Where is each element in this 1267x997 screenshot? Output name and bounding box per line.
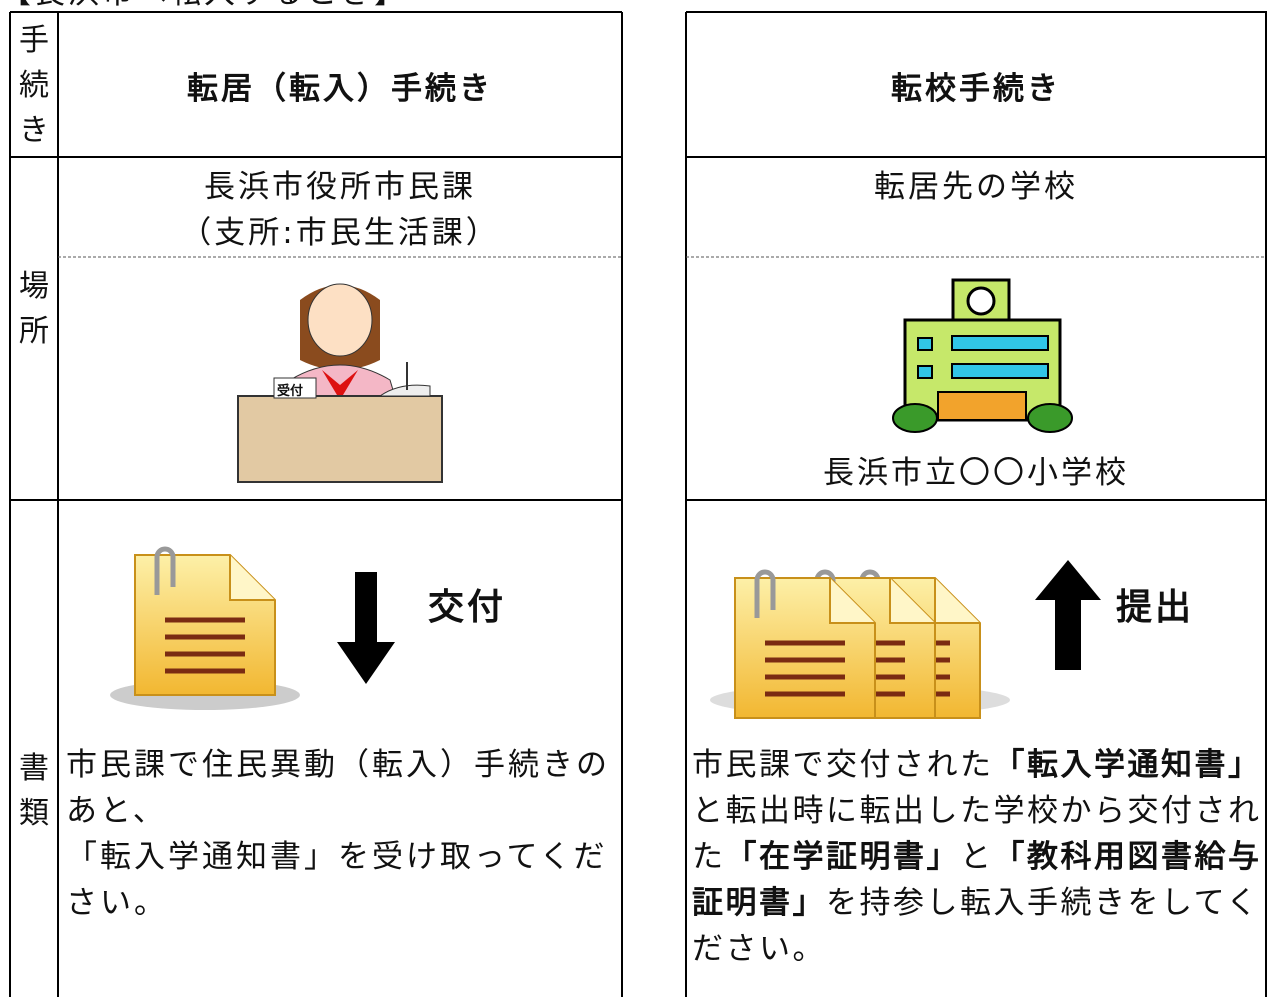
emphasis: 「在学証明書」: [725, 839, 960, 875]
text-run: と転出時に転出した学校から交付された: [692, 793, 1262, 875]
text-run: を持参し転入手続きをしてください。: [692, 885, 1260, 967]
receptionist-illustration: [237, 283, 443, 483]
emphasis: 「転入学通知書」: [993, 747, 1262, 783]
document-icons: [710, 572, 1010, 718]
arrow-up: [1035, 560, 1101, 670]
paragraph: 市民課で住民異動（転入）手続きのあと、: [66, 747, 610, 829]
page-title: 【長浜市へ転入するとき】: [0, 0, 408, 16]
school-name: 長浜市立〇〇小学校: [823, 455, 1129, 491]
table-borders: [9, 11, 1267, 997]
arrow-down: [337, 572, 395, 684]
text-run: 市民課で交付された: [692, 747, 994, 783]
paragraph: 「転入学通知書」を受け取ってください。: [66, 839, 608, 921]
document-text: 市民課で住民異動（転入）手続きのあと、 「転入学通知書」を受け取ってください。: [66, 742, 616, 926]
place-text: （支所:市民生活課）: [180, 215, 500, 251]
school-illustration: [892, 278, 1073, 433]
arrow-label: 交付: [428, 587, 507, 628]
column-header: 転居（転入）手続き: [187, 71, 493, 107]
emphasis: 「教科用図書給与証明書」: [692, 839, 1262, 921]
row-label: 手続き: [19, 23, 49, 148]
document-icon: [110, 549, 300, 710]
arrow-label: 提出: [1116, 587, 1195, 628]
place-text: 長浜市役所市民課: [204, 169, 476, 205]
row-label: 場所: [19, 269, 49, 349]
document-text: 市民課で交付された「転入学通知書」と転出時に転出した学校から交付された「在学証明…: [692, 742, 1266, 972]
text-run: と: [960, 839, 994, 875]
column-header: 転校手続き: [891, 71, 1061, 107]
place-text: 転居先の学校: [874, 169, 1078, 205]
row-label: 書類: [19, 751, 49, 831]
sign-text: 受付: [277, 384, 304, 399]
